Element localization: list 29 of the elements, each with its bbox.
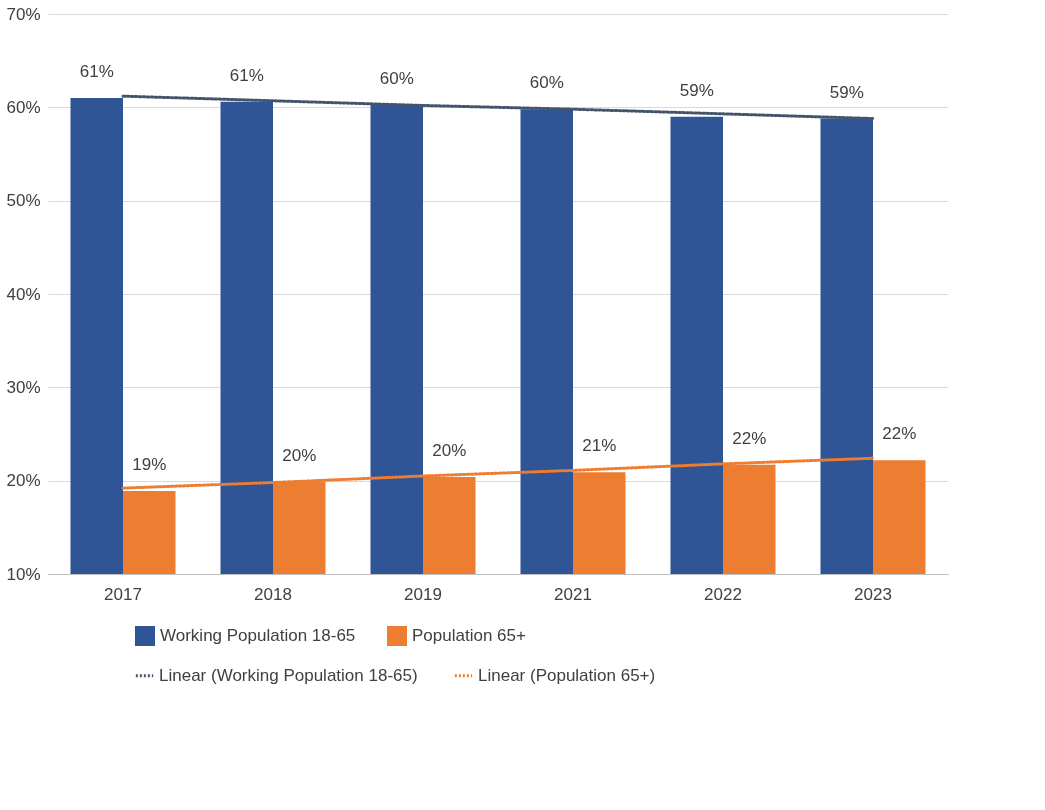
data-label: 21% — [582, 436, 617, 456]
legend-label: Linear (Working Population 18-65) — [159, 665, 418, 685]
data-label: 61% — [79, 62, 114, 81]
y-tick-label: 50% — [6, 191, 41, 211]
data-label: 60% — [529, 73, 564, 93]
y-tick-label: 30% — [6, 377, 41, 397]
legend-label: Working Population 18-65 — [160, 626, 356, 645]
data-label: 59% — [679, 80, 714, 100]
data-label: 61% — [229, 65, 264, 85]
y-tick-label: 70% — [6, 4, 41, 24]
legend-label: Linear (Population 65+) — [478, 665, 656, 685]
data-label: 20% — [432, 440, 467, 460]
data-label: 19% — [132, 454, 167, 474]
y-tick-label: 40% — [6, 284, 41, 304]
data-label: 59% — [829, 82, 864, 102]
x-tick-label: 2023 — [854, 584, 892, 604]
legend-label: Population 65+ — [412, 626, 526, 645]
data-label: 20% — [282, 445, 317, 465]
x-tick-label: 2017 — [104, 584, 142, 604]
y-tick-label: 10% — [6, 564, 41, 584]
y-tick-label: 20% — [6, 471, 41, 491]
x-tick-label: 2019 — [404, 584, 442, 604]
data-label: 60% — [379, 68, 414, 88]
data-label: 22% — [732, 428, 767, 448]
x-tick-label: 2018 — [254, 584, 292, 604]
data-label: 22% — [882, 424, 917, 444]
y-tick-label: 60% — [6, 97, 41, 117]
x-tick-label: 2021 — [554, 584, 592, 604]
x-tick-label: 2022 — [704, 584, 742, 604]
